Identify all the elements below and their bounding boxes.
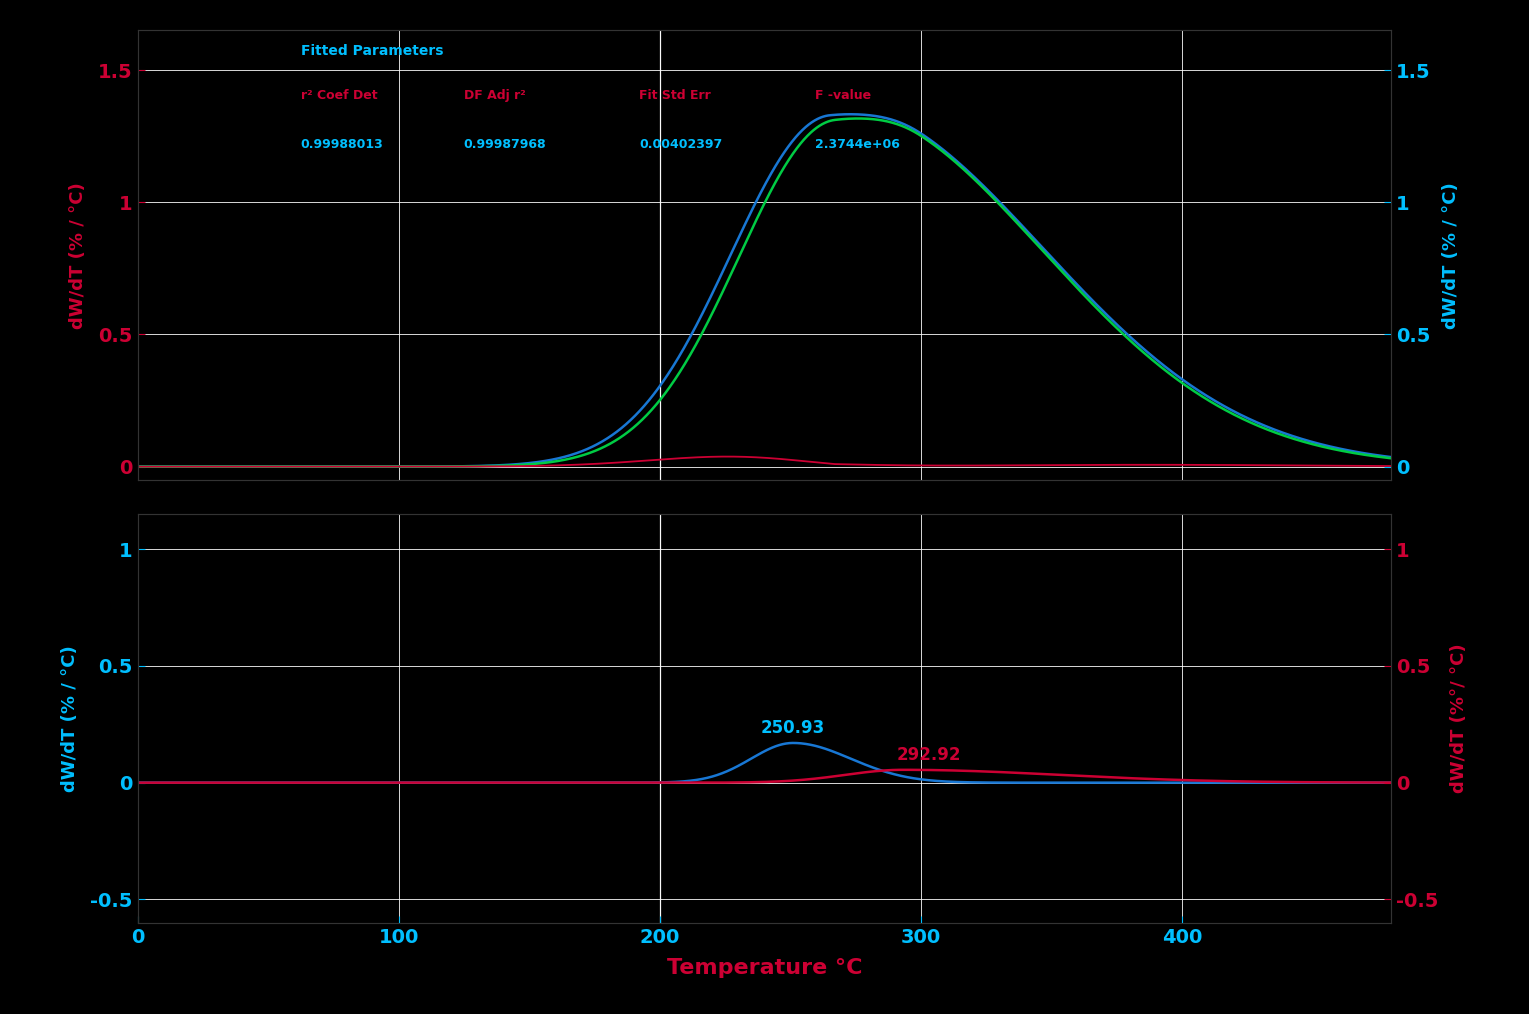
Text: F -value: F -value xyxy=(815,89,872,101)
Y-axis label: dW/dT (% / °C): dW/dT (% / °C) xyxy=(1442,182,1460,329)
Text: 250.93: 250.93 xyxy=(761,719,826,737)
Text: 292.92: 292.92 xyxy=(896,746,962,764)
Text: Fit Std Err: Fit Std Err xyxy=(639,89,711,101)
Text: 0.99988013: 0.99988013 xyxy=(301,138,384,151)
Text: Fitted Parameters: Fitted Parameters xyxy=(301,44,443,58)
Text: 0.99987968: 0.99987968 xyxy=(463,138,546,151)
Text: 0.00402397: 0.00402397 xyxy=(639,138,722,151)
Text: 2.3744e+06: 2.3744e+06 xyxy=(815,138,899,151)
Text: DF Adj r²: DF Adj r² xyxy=(463,89,526,101)
Y-axis label: dW/dT (% / °C): dW/dT (% / °C) xyxy=(69,182,87,329)
Text: r² Coef Det: r² Coef Det xyxy=(301,89,378,101)
X-axis label: Temperature °C: Temperature °C xyxy=(667,957,862,977)
Y-axis label: dW/dT (%°/ °C): dW/dT (%°/ °C) xyxy=(1449,644,1468,793)
Y-axis label: dW/dT (% / °C): dW/dT (% / °C) xyxy=(61,645,80,792)
